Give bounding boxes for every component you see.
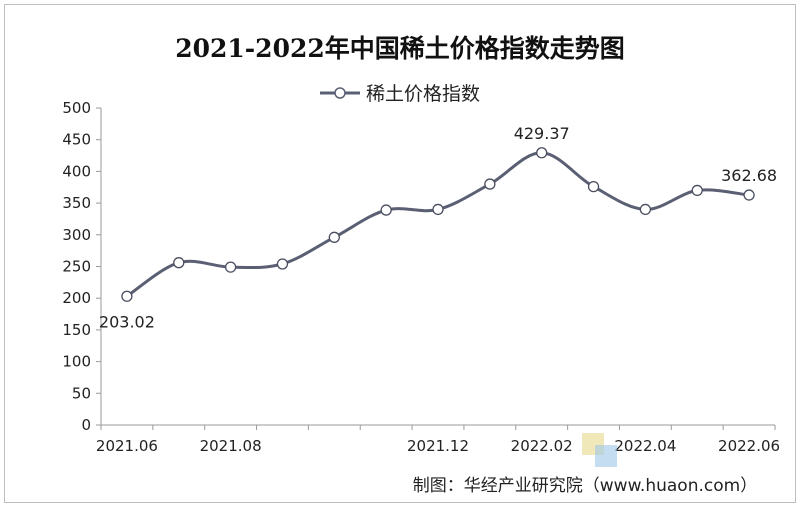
x-tick-label: 2022.02 <box>511 437 573 455</box>
data-point <box>484 178 496 190</box>
data-label: 203.02 <box>99 312 155 331</box>
data-point <box>639 203 652 216</box>
x-tick-label: 2021.12 <box>407 437 469 455</box>
data-point <box>536 147 548 159</box>
data-point <box>276 258 289 270</box>
y-tick-label: 300 <box>62 226 91 244</box>
legend-label: 稀土价格指数 <box>366 83 480 105</box>
y-tick-label: 100 <box>62 353 91 371</box>
data-label-layer: 203.02 429.37 362.68 <box>99 124 777 332</box>
chart-frame: 2021-2022年中国稀土价格指数走势图 稀土价格指数 0 50 100 150 20… <box>4 4 796 503</box>
y-tick-label: 450 <box>62 131 91 149</box>
data-label: 429.37 <box>514 124 570 143</box>
y-tick-label: 0 <box>81 416 91 434</box>
y-tick-label: 150 <box>62 321 91 339</box>
x-tick-label: 2021.06 <box>96 437 158 455</box>
x-tick-label: 2022.06 <box>718 437 780 455</box>
data-point <box>328 231 340 243</box>
source-note: 制图：华经产业研究院（www.huaon.com） <box>413 476 757 496</box>
y-tick-label: 400 <box>62 162 91 180</box>
data-point <box>743 189 755 201</box>
data-point <box>173 257 185 269</box>
y-tick-label: 500 <box>62 99 91 117</box>
y-axis: 0 50 100 150 200 250 300 350 400 450 500 <box>62 99 102 434</box>
data-point <box>587 180 600 193</box>
x-axis: 2021.06 2021.08 2021.12 2022.02 2022.04 2022.… <box>96 424 780 455</box>
data-point <box>380 204 392 216</box>
data-point <box>224 261 237 273</box>
x-tick-label: 2021.08 <box>200 437 262 455</box>
watermark-logo-icon-2 <box>595 445 617 467</box>
legend-marker <box>334 87 346 99</box>
y-tick-label: 50 <box>72 384 91 402</box>
legend: 稀土价格指数 <box>320 83 480 105</box>
series-layer <box>121 147 755 302</box>
y-tick-label: 350 <box>62 194 91 212</box>
y-tick-label: 250 <box>62 258 91 276</box>
data-point <box>432 203 444 216</box>
data-point <box>691 184 703 197</box>
y-tick-label: 200 <box>62 289 91 307</box>
watermark <box>582 433 617 467</box>
data-label: 362.68 <box>721 166 777 185</box>
line-chart: 2021-2022年中国稀土价格指数走势图 稀土价格指数 0 50 100 150 20… <box>62 34 780 496</box>
x-tick-label: 2022.04 <box>614 437 676 455</box>
chart-title: 2021-2022年中国稀土价格指数走势图 <box>175 34 625 63</box>
data-point <box>121 290 133 302</box>
series-line <box>126 151 750 298</box>
